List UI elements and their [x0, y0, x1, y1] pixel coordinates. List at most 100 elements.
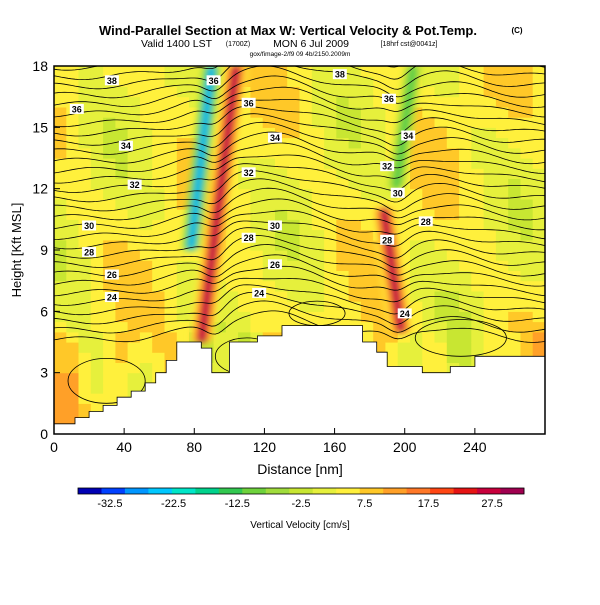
velocity-cell [422, 311, 436, 323]
velocity-cell [520, 209, 534, 220]
velocity-cell [410, 158, 423, 169]
velocity-cell [373, 331, 387, 343]
velocity-cell [164, 270, 178, 282]
velocity-cell [287, 127, 301, 139]
velocity-cell [176, 311, 190, 323]
velocity-cell [66, 198, 80, 210]
contour-label: 26 [270, 260, 280, 270]
velocity-cell [360, 137, 374, 149]
velocity-cell [90, 96, 104, 108]
velocity-cell [152, 362, 166, 374]
velocity-cell [299, 137, 313, 149]
y-axis: 0 3 6 9 12 15 18 [32, 58, 60, 442]
velocity-cell [422, 209, 436, 220]
velocity-cell [532, 229, 545, 241]
velocity-cell [225, 229, 239, 241]
velocity-cell [422, 147, 436, 159]
velocity-cell [66, 362, 80, 374]
velocity-cell [78, 127, 92, 139]
velocity-cell [66, 260, 80, 271]
velocity-cell [422, 117, 436, 128]
contour-label-bg [127, 179, 142, 190]
velocity-cell [348, 239, 362, 251]
velocity-cell [446, 168, 460, 179]
colorbar-swatch [242, 488, 267, 494]
velocity-cell [103, 158, 116, 169]
velocity-cell [238, 178, 251, 190]
velocity-cell [115, 66, 129, 77]
theta-contour [54, 254, 545, 287]
velocity-cell [262, 178, 276, 190]
velocity-cell [152, 86, 166, 98]
velocity-cell [508, 229, 522, 241]
velocity-cell [164, 86, 178, 98]
contour-label-bg [206, 75, 221, 86]
velocity-cell [483, 178, 497, 190]
theta-contour [54, 210, 545, 240]
velocity-cell [176, 188, 190, 200]
velocity-cell [508, 178, 522, 190]
velocity-cell [495, 127, 509, 139]
velocity-cell [299, 280, 313, 292]
theta-contour [54, 142, 545, 174]
velocity-cell [275, 86, 288, 98]
x-tick-label: 240 [463, 439, 487, 455]
velocity-cell [90, 127, 104, 139]
velocity-cell [152, 137, 166, 149]
contour-label-bg [418, 216, 433, 227]
x-tick-label: 120 [253, 439, 277, 455]
velocity-cell [483, 76, 497, 87]
contour-label-bg [241, 232, 256, 243]
velocity-cell [422, 239, 436, 251]
velocity-cell [127, 352, 141, 363]
velocity-cell [422, 158, 436, 169]
velocity-cell [422, 270, 436, 282]
contour-label: 32 [244, 168, 254, 178]
velocity-cell [78, 362, 92, 374]
theta-contour [54, 66, 545, 81]
velocity-cell [483, 321, 497, 333]
theta-contour [54, 198, 545, 231]
velocity-cell [311, 229, 325, 241]
velocity-cell [495, 321, 509, 333]
velocity-cell [373, 178, 387, 190]
velocity-cell [238, 198, 251, 210]
colorbar-label: Vertical Velocity [cm/s] [250, 520, 350, 531]
velocity-cell [348, 260, 362, 271]
velocity-cell [225, 290, 239, 302]
theta-contour [54, 178, 545, 212]
velocity-cell [66, 352, 80, 363]
velocity-cell [90, 270, 104, 282]
velocity-cell [66, 239, 80, 251]
y-tick-label: 0 [40, 426, 48, 442]
velocity-cell [385, 127, 399, 139]
copyright-mark: (C) [511, 26, 522, 35]
velocity-cell [299, 96, 313, 108]
velocity-cell [508, 219, 522, 231]
velocity-cell [287, 239, 301, 251]
velocity-cell [176, 117, 190, 128]
contour-label: 32 [130, 180, 140, 190]
theta-contour [54, 220, 545, 250]
colorbar-swatch [195, 488, 220, 494]
velocity-cell [324, 137, 337, 149]
velocity-cell [139, 137, 153, 149]
velocity-cell [127, 229, 141, 241]
velocity-cell [103, 372, 116, 384]
velocity-cell [397, 250, 411, 261]
velocity-cell [78, 106, 92, 118]
velocity-cell [422, 86, 436, 98]
velocity-cell [152, 76, 166, 87]
velocity-cell [189, 250, 202, 261]
velocity-cell [275, 321, 288, 333]
velocity-cell [324, 209, 337, 220]
velocity-cell [299, 301, 313, 312]
velocity-cell [336, 260, 350, 271]
velocity-cell [483, 290, 497, 302]
velocity-cell [54, 331, 67, 343]
theta-contours [54, 66, 545, 404]
velocity-cell [66, 188, 80, 200]
contour-label-bg [104, 269, 119, 280]
velocity-cell [520, 137, 534, 149]
velocity-cell [152, 352, 166, 363]
